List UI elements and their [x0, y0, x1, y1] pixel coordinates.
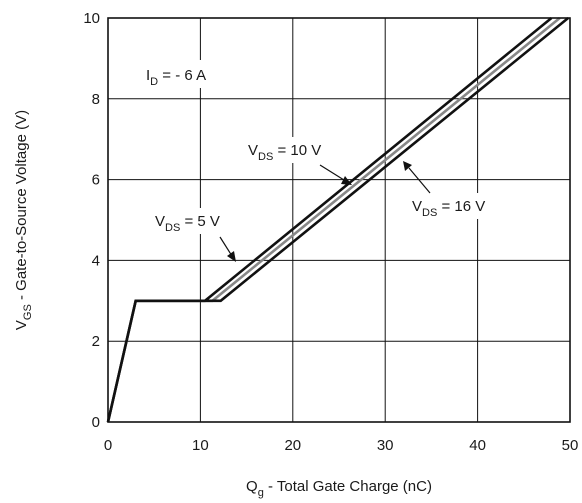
y-tick-label: 0 — [92, 414, 100, 431]
y-axis-label-sub: GS — [22, 304, 34, 320]
x-axis-label-sub: g — [258, 487, 264, 499]
annotation-vds16-main: V — [412, 198, 422, 215]
x-tick-label: 30 — [377, 437, 394, 454]
annotation-vds5: VDS = 5 V — [155, 213, 220, 234]
annotation-id-sub: D — [150, 76, 158, 88]
y-tick-label: 2 — [92, 333, 100, 350]
annotation-id-main: I — [146, 67, 150, 84]
series-layer — [106, 16, 570, 423]
series-line-3 — [106, 16, 570, 423]
annotation-vds16: VDS = 16 V — [412, 198, 485, 219]
x-tick-label: 20 — [284, 437, 301, 454]
x-axis-label: Qg - Total Gate Charge (nC) — [246, 478, 432, 499]
pointer-vds16 — [408, 167, 431, 194]
annotation-vds16-backdrop — [408, 193, 514, 219]
annotation-vds5-rest: = 5 V — [180, 213, 220, 230]
pointer-vds10 — [319, 164, 345, 181]
annotation-id-rest: = - 6 A — [158, 67, 206, 84]
y-tick-label: 6 — [92, 172, 100, 189]
annotation-vds10-sub: DS — [258, 151, 273, 163]
y-tick-labels: 0 2 4 6 8 10 — [83, 10, 100, 431]
pointer-vds16-arrowhead — [403, 161, 412, 171]
x-tick-label: 40 — [469, 437, 486, 454]
pointer-vds5 — [219, 236, 233, 257]
plot-frame — [107, 17, 571, 423]
annotation-vds16-sub: DS — [422, 207, 437, 219]
y-axis-label: VGS - Gate-to-Source Voltage (V) — [13, 110, 34, 330]
annotation-vds10-main: V — [248, 142, 258, 159]
annotation-id: ID = - 6 A — [146, 67, 206, 88]
annotation-vds10-rest: = 10 V — [273, 142, 321, 159]
x-tick-label: 10 — [192, 437, 209, 454]
x-tick-labels: 0 10 20 30 40 50 — [104, 437, 579, 454]
pointer-vds10-arrowhead — [341, 176, 352, 185]
y-axis-label-rest: - Gate-to-Source Voltage (V) — [13, 110, 30, 304]
annotation-vds5-backdrop — [152, 208, 244, 234]
annotation-vds10-backdrop — [244, 137, 350, 163]
annotation-vds5-main: V — [155, 213, 165, 230]
x-tick-label: 50 — [562, 437, 579, 454]
y-tick-label: 4 — [92, 252, 100, 269]
x-tick-label: 0 — [104, 437, 112, 454]
x-axis-label-rest: - Total Gate Charge (nC) — [264, 478, 432, 495]
x-axis-label-main: Q — [246, 478, 258, 495]
y-axis-label-main: V — [13, 320, 30, 330]
y-tick-label: 10 — [83, 10, 100, 27]
annotation-id-backdrop — [140, 60, 230, 88]
annotation-vds5-sub: DS — [165, 222, 180, 234]
annotation-vds10: VDS = 10 V — [248, 142, 321, 163]
annotation-vds16-rest: = 16 V — [437, 198, 485, 215]
pointer-vds5-arrowhead — [227, 251, 236, 262]
y-tick-label: 8 — [92, 91, 100, 108]
